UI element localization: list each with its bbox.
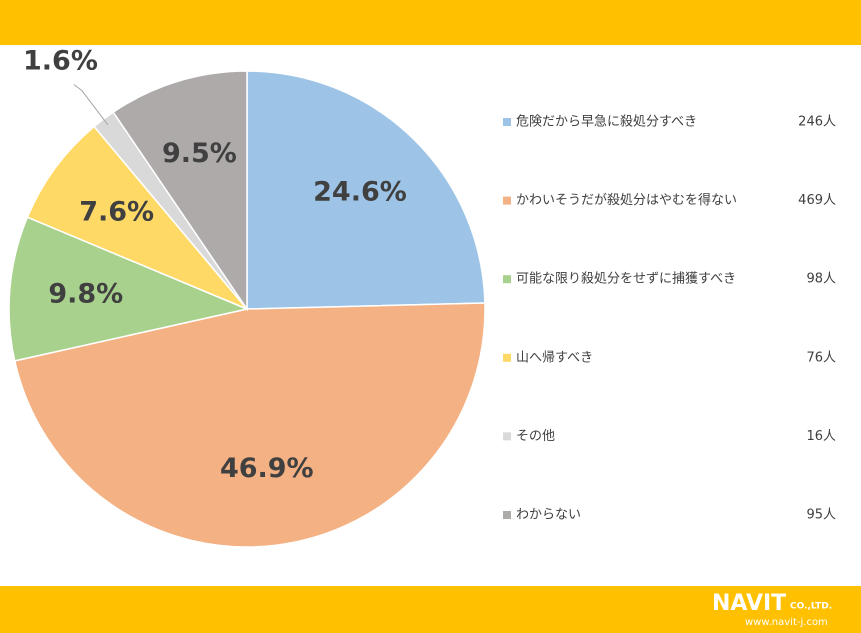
bottom-band [0, 586, 861, 633]
legend-count: 246人 [798, 115, 836, 130]
legend-swatch [503, 275, 511, 284]
leader-line [73, 84, 109, 126]
logo-url: www.navit-j.com [745, 617, 828, 628]
legend-label: 可能な限り殺処分をせずに捕獲すべき [516, 271, 736, 287]
slice-label: 1.6% [23, 46, 98, 77]
pie-slice [8, 216, 250, 362]
legend-count: 98人 [806, 272, 836, 287]
top-band [0, 0, 861, 45]
legend-label: わからない [516, 508, 581, 523]
legend-label: かわいそうだが殺処分はやむを得ない [516, 192, 737, 208]
slice-label: 46.9% [220, 453, 314, 484]
legend-count: 469人 [798, 193, 836, 208]
logo-name: NAVIT [712, 591, 786, 616]
slice-label: 9.8% [48, 278, 123, 309]
logo-suffix: CO.,LTD. [790, 602, 832, 612]
slice-label: 24.6% [313, 177, 407, 208]
legend-label: 危険だから早急に殺処分すべき [516, 115, 697, 130]
pie-slice [13, 302, 486, 548]
legend-swatch [503, 118, 511, 126]
pie-slice [112, 70, 248, 312]
legend-swatch [503, 353, 511, 362]
slice-label: 7.6% [79, 197, 154, 228]
legend-swatch [503, 196, 511, 205]
legend-swatch [503, 511, 511, 519]
legend-label: 山へ帰すべき [516, 349, 593, 365]
pie-slice [26, 125, 248, 310]
slice-label: 9.5% [162, 138, 237, 169]
legend-count: 76人 [806, 350, 836, 365]
legend-swatch [503, 432, 511, 441]
legend-count: 16人 [806, 429, 836, 444]
pie-slice [246, 70, 486, 310]
legend-count: 95人 [806, 508, 836, 523]
legend-label: その他 [516, 429, 555, 444]
